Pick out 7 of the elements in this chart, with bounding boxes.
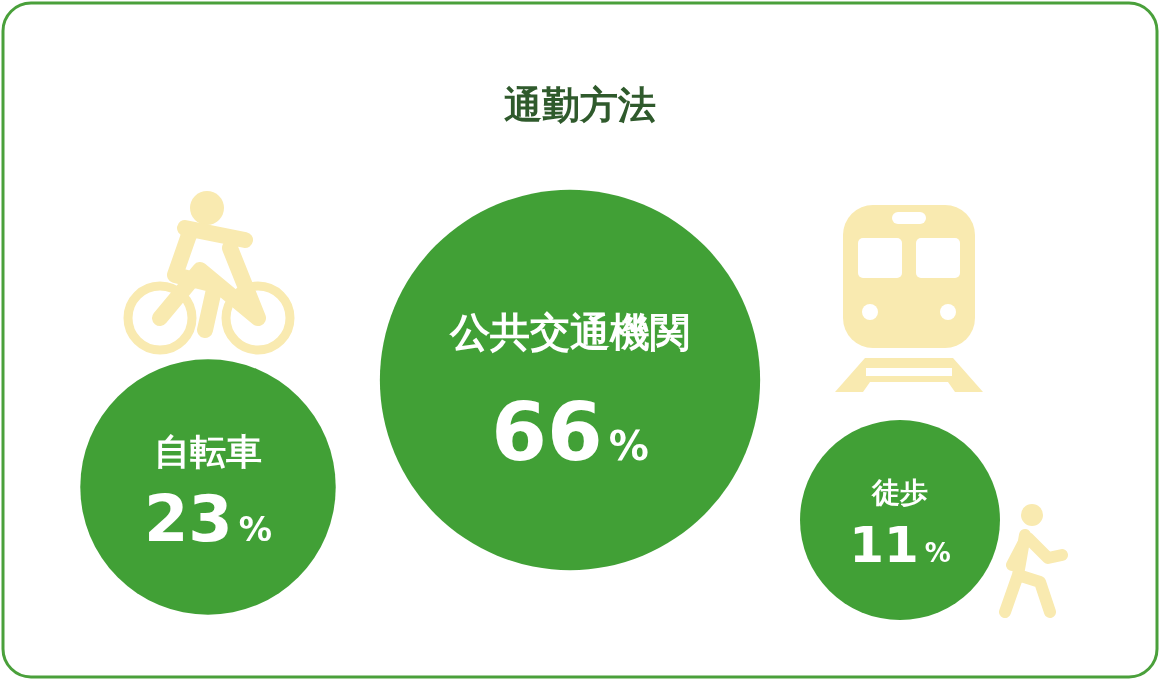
data-label: 23% — [143, 481, 273, 556]
category-label: 自転車 — [154, 431, 262, 473]
data-label: 11% — [849, 515, 951, 574]
category-label: 徒歩 — [871, 476, 928, 509]
text: 通勤方法 — [504, 83, 656, 127]
category-label: 公共交通機関 — [449, 308, 690, 355]
data-label: 66% — [491, 385, 649, 479]
